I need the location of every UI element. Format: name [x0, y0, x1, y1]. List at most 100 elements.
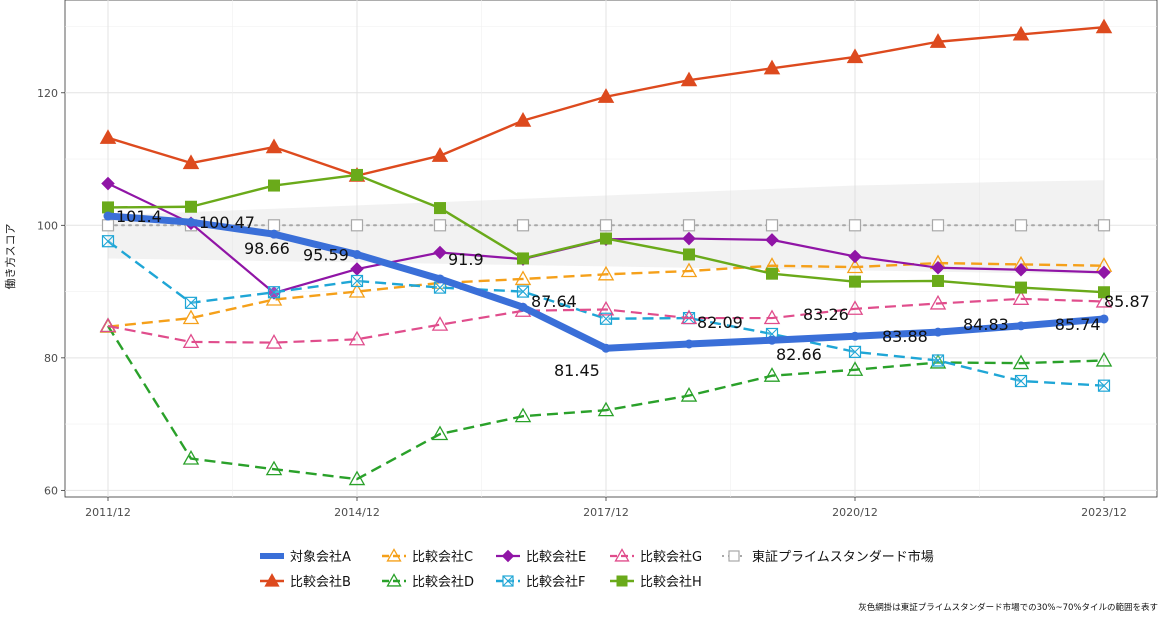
data-label: 100.47 — [199, 213, 255, 232]
series-point — [182, 449, 200, 465]
x-tick-label: 2017/12 — [583, 506, 629, 519]
series-point — [351, 168, 363, 181]
series-point — [931, 260, 945, 275]
data-label: 101.4 — [116, 207, 162, 226]
x-tick-label: 2020/12 — [832, 506, 878, 519]
data-label: 95.59 — [303, 246, 349, 265]
series-point — [1012, 354, 1030, 370]
series-point — [765, 233, 779, 247]
series-point — [682, 219, 696, 232]
data-label: 87.64 — [531, 292, 577, 311]
series-point — [435, 274, 445, 284]
series-point — [102, 201, 114, 214]
legend-item[interactable]: 比較会社F — [496, 574, 585, 590]
series-point — [850, 331, 860, 341]
series-point — [267, 286, 281, 299]
series-point — [101, 176, 115, 191]
series-point — [929, 353, 947, 369]
series-point — [684, 339, 694, 349]
series-point — [265, 290, 283, 306]
series-point — [184, 296, 198, 309]
series-point — [185, 200, 197, 213]
series-point — [680, 309, 698, 325]
y-tick-label: 60 — [44, 484, 58, 497]
series-1-group — [103, 211, 1109, 353]
x-tick-label: 2011/12 — [85, 506, 131, 519]
series-point — [431, 316, 449, 331]
y-tick-label: 100 — [37, 219, 58, 232]
data-label: 82.66 — [776, 345, 822, 364]
legend-item[interactable]: 東証プライムスタンダード市場 — [722, 549, 934, 565]
data-label: 85.74 — [1055, 315, 1101, 334]
legend-item[interactable]: 比較会社D — [382, 573, 474, 590]
series-point — [348, 470, 366, 486]
series-point — [267, 219, 281, 232]
series-point — [680, 71, 698, 87]
legend-key-marker — [386, 573, 402, 587]
series-point — [597, 300, 615, 316]
series-point — [350, 274, 364, 288]
legend-key-marker — [728, 550, 740, 562]
series-point — [933, 327, 943, 337]
legend-key-marker — [264, 573, 280, 587]
series-point — [1014, 374, 1028, 388]
series-point — [1016, 321, 1026, 331]
series-point — [765, 219, 779, 232]
data-label: 82.09 — [697, 313, 743, 332]
legend-item[interactable]: 対象会社A — [260, 549, 351, 565]
series-point — [1097, 219, 1111, 232]
series-point — [1095, 292, 1113, 308]
series-point — [99, 129, 117, 144]
data-label: 83.26 — [803, 305, 849, 324]
legend-item[interactable]: 比較会社E — [496, 549, 586, 565]
data-label: 81.45 — [554, 361, 600, 380]
series-point — [269, 229, 279, 239]
legend-label: 比較会社D — [412, 574, 474, 590]
y-tick-label: 80 — [44, 352, 58, 365]
data-label: 85.87 — [1104, 292, 1150, 311]
series-point — [431, 425, 449, 441]
series-7-group — [99, 290, 1113, 349]
series-point — [1099, 314, 1109, 324]
series-point — [182, 154, 200, 170]
legend-item[interactable]: 比較会社C — [382, 548, 473, 565]
band-caption: 灰色網掛は東証プライムスタンダード市場での30%~70%タイルの範囲を表す — [858, 602, 1158, 613]
legend-item[interactable]: 比較会社G — [610, 548, 702, 565]
series-point — [348, 330, 366, 346]
legend-key-marker — [616, 575, 628, 587]
series-8-group — [102, 168, 1110, 299]
series-point — [597, 88, 615, 103]
series-line — [107, 297, 1105, 344]
series-point — [599, 219, 613, 232]
series-point — [431, 147, 449, 162]
x-tick-label: 2014/12 — [334, 506, 380, 519]
series-point — [350, 219, 364, 232]
series-point — [1014, 262, 1028, 277]
series-point — [101, 219, 115, 232]
legend-key-marker — [386, 548, 402, 562]
series-point — [514, 270, 532, 286]
series-point — [433, 281, 447, 294]
legend-item[interactable]: 比較会社B — [260, 573, 351, 590]
series-point — [514, 407, 532, 423]
legend-label: 比較会社H — [640, 574, 702, 590]
series-point — [763, 367, 781, 382]
series-point — [518, 302, 528, 312]
series-lines — [99, 18, 1113, 486]
legend-item[interactable]: 比較会社H — [610, 574, 702, 590]
series-point — [597, 401, 615, 417]
legend-key-marker — [502, 575, 514, 587]
series-point — [517, 252, 529, 265]
series-point — [846, 361, 864, 376]
series-point — [929, 33, 947, 48]
legend-label: 東証プライムスタンダード市場 — [752, 549, 934, 565]
series-point — [600, 232, 612, 245]
series-point — [514, 112, 532, 127]
legend-key-marker — [614, 548, 630, 562]
series-point — [932, 274, 944, 287]
series-2-group — [99, 18, 1113, 182]
series-point — [433, 219, 447, 232]
series-point — [763, 309, 781, 325]
legend-label: 比較会社G — [640, 549, 702, 565]
